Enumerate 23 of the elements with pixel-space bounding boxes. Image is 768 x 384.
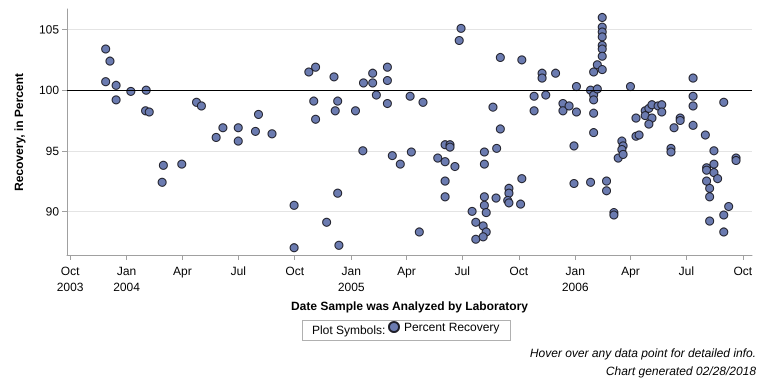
x-tick-label: Apr xyxy=(621,264,640,278)
x-tick-label: Oct xyxy=(285,264,305,278)
x-tick-label: Jul xyxy=(678,264,694,278)
y-tick-label: 105 xyxy=(38,22,60,37)
x-tick-label: Apr xyxy=(397,264,416,278)
legend-label: Percent Recovery xyxy=(404,320,500,334)
x-axis-title: Date Sample was Analyzed by Laboratory xyxy=(291,299,528,313)
x-tick-label: Jul xyxy=(454,264,470,278)
x-tick-label: Jan 2006 xyxy=(562,264,589,294)
x-tick-label: Oct xyxy=(733,264,753,278)
y-axis-title: Recovery, in Percent xyxy=(12,73,26,191)
legend-title: Plot Symbols: xyxy=(312,323,386,337)
x-tick-label: Jan 2005 xyxy=(338,264,365,294)
y-tick-label: 95 xyxy=(46,144,60,158)
text: Hover over any data point for detailed info. xyxy=(530,346,756,360)
text: Chart generated 02/28/2018 xyxy=(606,364,756,378)
x-tick-label: Oct xyxy=(509,264,529,278)
y-tick-label: 100 xyxy=(38,83,60,98)
x-tick-label: Apr xyxy=(173,264,192,278)
y-tick-label: 90 xyxy=(46,204,60,218)
x-tick-label: Oct 2003 xyxy=(56,264,84,294)
x-tick-label: Jan 2004 xyxy=(113,264,140,294)
x-tick-label: Jul xyxy=(230,264,246,278)
